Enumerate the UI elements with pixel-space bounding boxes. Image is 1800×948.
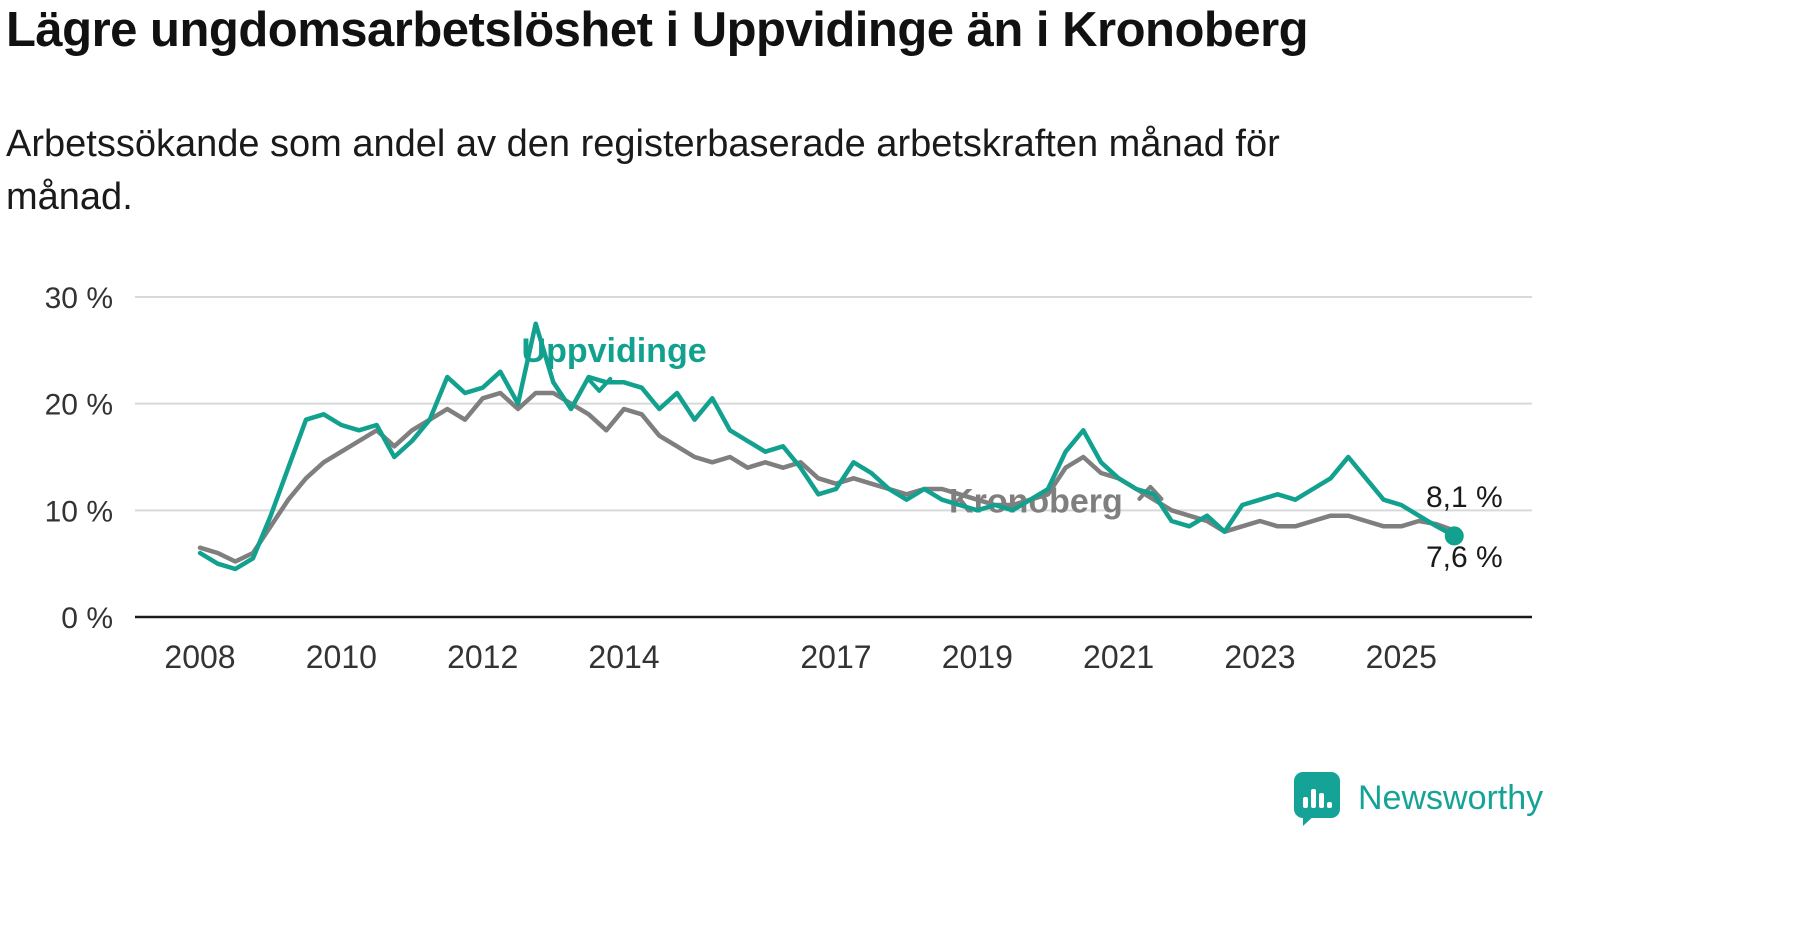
- y-tick-label-0: 0 %: [61, 602, 113, 635]
- x-tick-label-2014: 2014: [588, 639, 659, 675]
- x-tick-label-2019: 2019: [942, 639, 1013, 675]
- page-title: Lägre ungdomsarbetslöshet i Uppvidinge ä…: [6, 3, 1309, 57]
- end-value-label-uppvidinge: 7,6 %: [1426, 541, 1503, 574]
- x-tick-label-2025: 2025: [1366, 639, 1437, 675]
- x-tick-label-2017: 2017: [800, 639, 871, 675]
- y-tick-label-10: 10 %: [45, 495, 113, 528]
- series-end-dot-uppvidinge: [1444, 526, 1464, 546]
- newsworthy-logo[interactable]: Newsworthy: [1292, 770, 1543, 827]
- x-tick-label-2008: 2008: [164, 639, 235, 675]
- newsworthy-logo-icon: [1294, 772, 1340, 826]
- series-label-pointer-kronoberg: [1137, 484, 1164, 501]
- series-label-pointer-uppvidinge: [586, 376, 613, 393]
- y-tick-label-20: 20 %: [45, 389, 113, 422]
- x-tick-label-2021: 2021: [1083, 639, 1154, 675]
- y-tick-label-30: 30 %: [45, 282, 113, 315]
- end-value-label-kronoberg: 8,1 %: [1426, 481, 1503, 514]
- x-tick-label-2012: 2012: [447, 639, 518, 675]
- x-tick-label-2023: 2023: [1224, 639, 1295, 675]
- series-line-kronoberg: [197, 390, 1457, 564]
- series-line-uppvidinge: [197, 321, 1457, 572]
- chart-subtitle: Arbetssökande som andel av den registerb…: [6, 123, 1280, 219]
- series-label-uppvidinge: Uppvidinge: [522, 332, 707, 370]
- newsworthy-brand-name: Newsworthy: [1358, 779, 1544, 817]
- x-tick-label-2010: 2010: [306, 639, 377, 675]
- series-label-kronoberg: Kronoberg: [949, 482, 1123, 520]
